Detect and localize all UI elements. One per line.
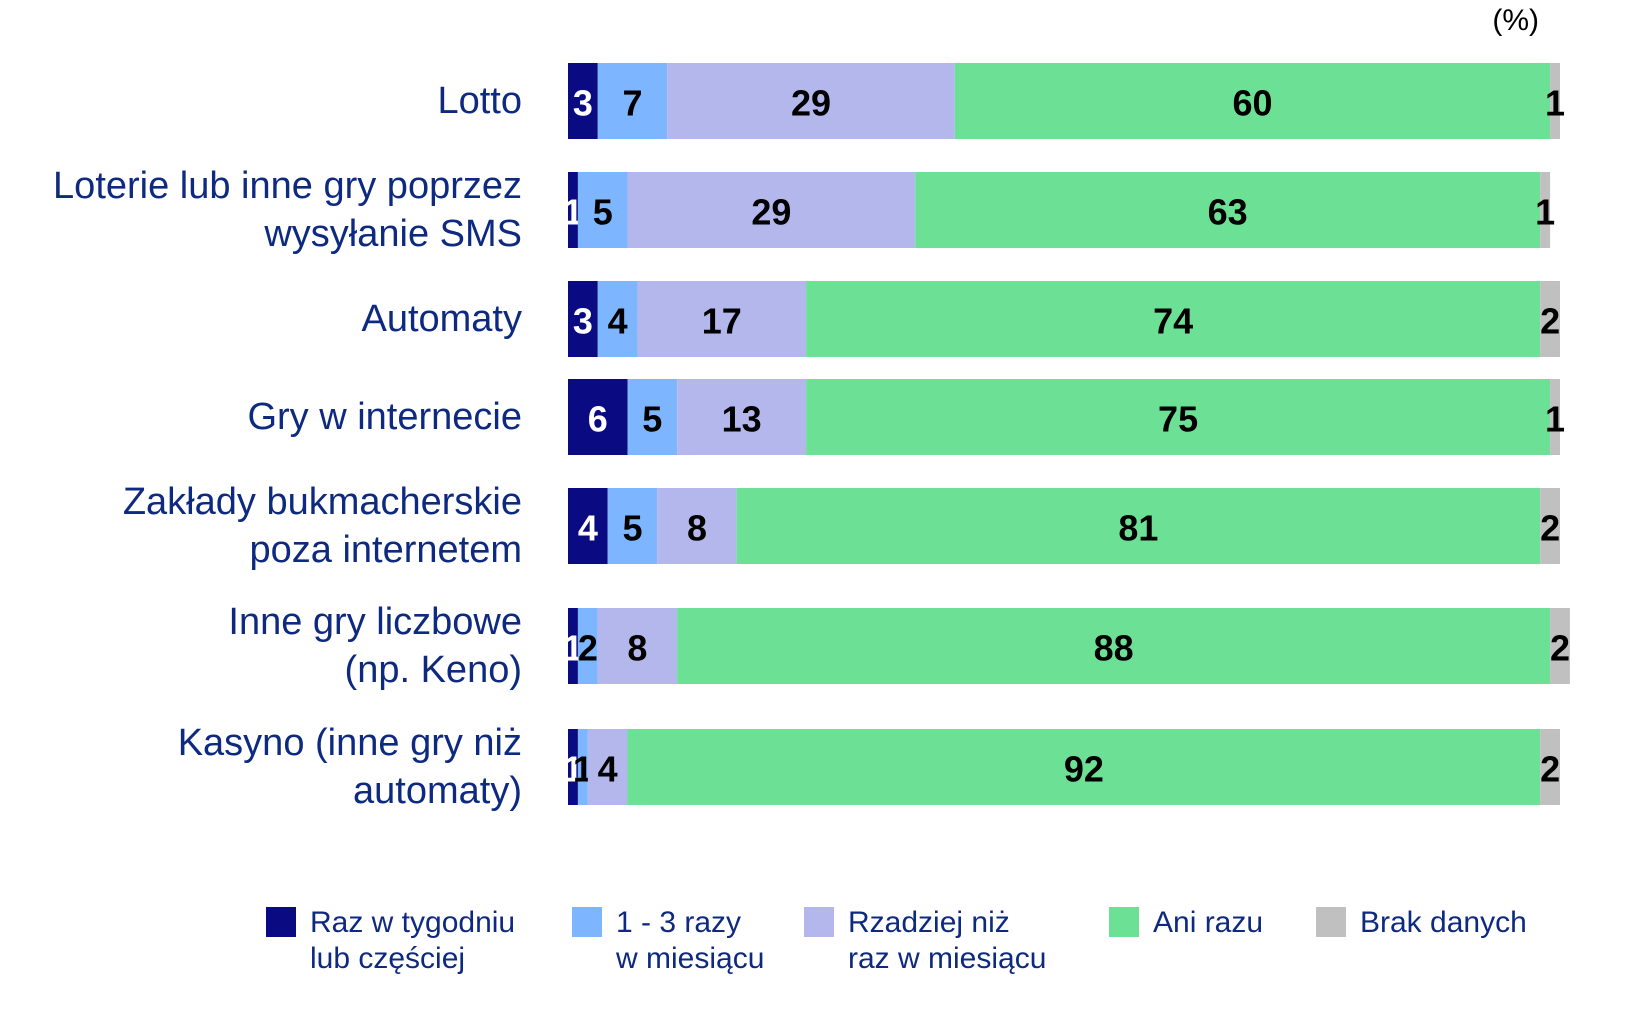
legend-swatch bbox=[1109, 907, 1139, 937]
legend-item: Raz w tygodniu lub częściej bbox=[266, 905, 515, 977]
bar-segment bbox=[806, 379, 1551, 455]
category-label: Gry w internecie bbox=[247, 396, 522, 438]
value-label: 17 bbox=[702, 301, 742, 342]
value-label: 1 bbox=[1545, 399, 1565, 440]
value-label: 2 bbox=[1540, 301, 1560, 342]
bar-segment bbox=[607, 488, 658, 564]
value-label: 3 bbox=[573, 83, 593, 124]
value-label: 29 bbox=[751, 192, 791, 233]
bar-segment bbox=[667, 63, 955, 139]
legend-label: Brak danych bbox=[1360, 906, 1527, 939]
bar-segment bbox=[597, 608, 678, 684]
bar-segment bbox=[1540, 488, 1560, 564]
legend-label: Raz w tygodniu lub częściej bbox=[310, 906, 516, 975]
value-label: 2 bbox=[1540, 749, 1560, 790]
legend-item: Ani razu bbox=[1109, 905, 1263, 941]
legend-item: Rzadziej niż raz w miesiącu bbox=[804, 905, 1046, 977]
legend-swatch bbox=[266, 907, 296, 937]
legend-item: Brak danych bbox=[1316, 905, 1527, 941]
legend-item: 1 - 3 razy w miesiącu bbox=[572, 905, 764, 977]
bar-segment bbox=[627, 729, 1541, 805]
category-label: Lotto bbox=[437, 80, 522, 122]
value-label: 81 bbox=[1118, 508, 1158, 549]
bar-segment bbox=[657, 488, 737, 564]
bar-segment bbox=[1550, 608, 1570, 684]
bar-segment bbox=[568, 379, 628, 455]
legend-swatch bbox=[1316, 907, 1346, 937]
bar-segment bbox=[568, 281, 598, 357]
value-label: 4 bbox=[598, 749, 618, 790]
value-label: 4 bbox=[578, 508, 598, 549]
bar-segment bbox=[915, 172, 1541, 248]
value-label: 5 bbox=[642, 399, 662, 440]
value-label: 6 bbox=[588, 399, 608, 440]
bar-segment bbox=[597, 63, 668, 139]
value-label: 8 bbox=[627, 628, 647, 669]
bar-segment bbox=[954, 63, 1551, 139]
bar-segment bbox=[587, 729, 628, 805]
bar-segment bbox=[568, 608, 578, 684]
bar-segment bbox=[806, 281, 1541, 357]
value-label: 29 bbox=[791, 83, 831, 124]
value-label: 74 bbox=[1153, 301, 1193, 342]
legend-swatch bbox=[804, 907, 834, 937]
bar-segment bbox=[577, 729, 588, 805]
value-label: 4 bbox=[608, 301, 628, 342]
bar-segment bbox=[1550, 379, 1560, 455]
category-label: Kasyno (inne gry niż automaty) bbox=[177, 722, 522, 812]
legend-label: Rzadziej niż raz w miesiącu bbox=[848, 906, 1047, 975]
value-label: 88 bbox=[1094, 628, 1134, 669]
category-label: Inne gry liczbowe (np. Keno) bbox=[228, 601, 522, 691]
category-label: Zakłady bukmacherskie poza internetem bbox=[122, 481, 522, 571]
bar-segment bbox=[577, 172, 628, 248]
value-label: 2 bbox=[578, 628, 598, 669]
bar-segment bbox=[568, 172, 578, 248]
value-label: 60 bbox=[1232, 83, 1272, 124]
bar-segment bbox=[736, 488, 1541, 564]
bar-segment bbox=[627, 379, 678, 455]
value-label: 5 bbox=[593, 192, 613, 233]
bar-segment bbox=[597, 281, 638, 357]
bar-segment bbox=[1540, 729, 1560, 805]
bar-segment bbox=[637, 281, 807, 357]
bar-segment bbox=[627, 172, 916, 248]
bar-segment bbox=[677, 608, 1551, 684]
bar-segment bbox=[568, 488, 608, 564]
value-label: 2 bbox=[1540, 508, 1560, 549]
category-label: Loterie lub inne gry poprzez wysyłanie S… bbox=[53, 165, 522, 255]
value-label: 7 bbox=[622, 83, 642, 124]
value-label: 13 bbox=[722, 399, 762, 440]
value-label: 63 bbox=[1208, 192, 1248, 233]
bar-segment bbox=[568, 729, 578, 805]
unit-label: (%) bbox=[1492, 4, 1539, 37]
value-label: 1 bbox=[1535, 192, 1555, 233]
bar-segment bbox=[1550, 63, 1560, 139]
value-label: 2 bbox=[1550, 628, 1570, 669]
bar-segment bbox=[568, 63, 598, 139]
legend-label: 1 - 3 razy w miesiącu bbox=[616, 906, 765, 975]
category-label: Automaty bbox=[361, 298, 522, 340]
legend-swatch bbox=[572, 907, 602, 937]
bar-segment bbox=[677, 379, 807, 455]
value-label: 92 bbox=[1064, 749, 1104, 790]
value-label: 8 bbox=[687, 508, 707, 549]
bar-segment bbox=[1540, 172, 1551, 248]
legend-label: Ani razu bbox=[1153, 906, 1264, 939]
value-label: 3 bbox=[573, 301, 593, 342]
bar-segment bbox=[1540, 281, 1560, 357]
value-label: 1 bbox=[1545, 83, 1565, 124]
value-label: 75 bbox=[1158, 399, 1198, 440]
value-label: 5 bbox=[622, 508, 642, 549]
bar-segment bbox=[577, 608, 598, 684]
